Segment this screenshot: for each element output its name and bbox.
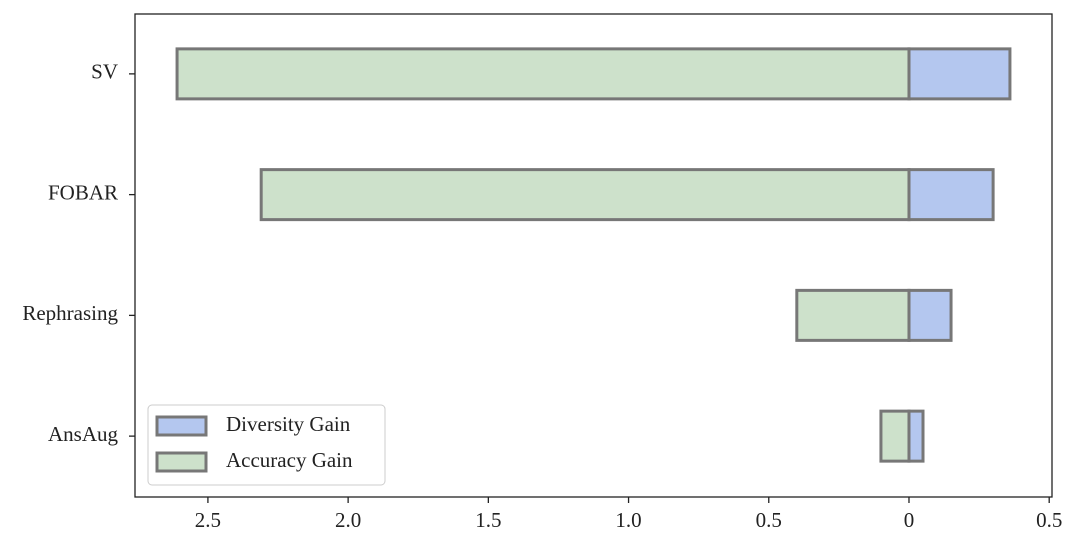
x-tick-label: 0: [904, 508, 915, 532]
x-tick-label: 1.5: [475, 508, 501, 532]
bar: [907, 288, 953, 342]
bar: [259, 168, 911, 222]
x-tick-label: 2.5: [195, 508, 221, 532]
x-tick-label: 0.5: [756, 508, 782, 532]
y-tick-label: SV: [91, 60, 118, 84]
x-tick-label: 0.5: [1036, 508, 1062, 532]
legend-label: Accuracy Gain: [226, 448, 353, 472]
bar: [175, 47, 911, 101]
y-tick-label: Rephrasing: [22, 301, 118, 325]
bar: [879, 409, 911, 463]
plot-frame: [134, 13, 1053, 498]
legend: Diversity Gain Accuracy Gain: [147, 404, 386, 486]
x-tick-label: 2.0: [335, 508, 361, 532]
legend-swatch: [155, 415, 208, 437]
y-tick-label: FOBAR: [48, 180, 118, 204]
bar: [795, 288, 911, 342]
y-tick-label: AnsAug: [48, 422, 119, 446]
bar: [907, 409, 925, 463]
bar: [907, 47, 1012, 101]
x-tick-label: 1.0: [615, 508, 641, 532]
bar: [907, 168, 995, 222]
legend-swatch: [155, 451, 208, 473]
legend-label: Diversity Gain: [226, 412, 351, 436]
